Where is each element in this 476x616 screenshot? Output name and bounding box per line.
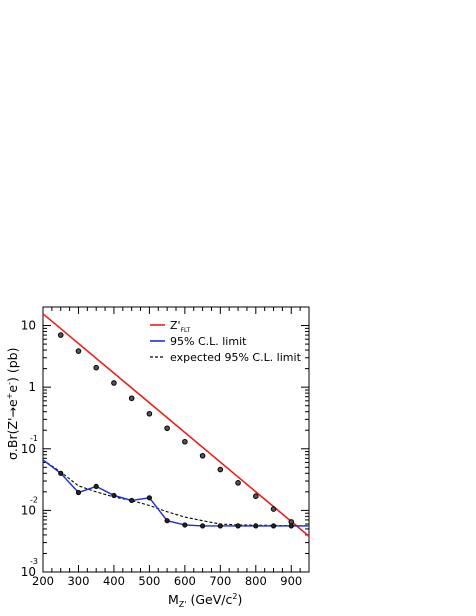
legend-label-zflt: Z'FLT xyxy=(170,319,191,334)
x-axis-title-sub: Z' xyxy=(179,600,187,609)
series-limit-point xyxy=(58,470,64,476)
series-zflt-point xyxy=(75,348,82,354)
series-zflt-point xyxy=(111,380,117,386)
y-tick-label: 10 xyxy=(21,319,36,333)
x-tick-label: 800 xyxy=(245,574,267,588)
x-tick-label: 200 xyxy=(32,574,54,588)
y-tick-label: 10 xyxy=(21,565,36,579)
series-zflt-point xyxy=(128,395,135,402)
series-limit-point xyxy=(270,523,277,529)
legend-label-expected: expected 95% C.L. limit xyxy=(170,351,302,364)
y-axis-title-end: ) (pb) xyxy=(5,348,20,382)
x-tick-label: 400 xyxy=(103,574,125,588)
series-zflt-point xyxy=(199,452,206,459)
x-axis-title: MZ' (GeV/c2) xyxy=(168,592,242,609)
y-tick-label-exponent: -2 xyxy=(30,495,38,504)
series-limit-point xyxy=(129,497,135,504)
series-limit-point xyxy=(182,522,188,528)
legend: Z'FLT 95% C.L. limit expected 95% C.L. l… xyxy=(150,319,302,364)
y-axis-title: σ.Br(Z'→e+e-) (pb) xyxy=(5,348,20,460)
series-zflt-point xyxy=(235,480,241,486)
series-zflt-point xyxy=(146,410,153,417)
series-zflt-point xyxy=(182,438,188,445)
legend-label-limit: 95% C.L. limit xyxy=(170,335,247,348)
x-axis-title-end: ) xyxy=(237,592,242,607)
x-axis-title-rest: (GeV/c xyxy=(186,592,232,607)
y-axis-title-main: σ.Br(Z' xyxy=(5,418,20,461)
y-tick-label: 10 xyxy=(21,503,36,517)
series-limit-point xyxy=(288,523,294,529)
series-expected-line xyxy=(42,459,310,527)
legend-zflt-sub: FLT xyxy=(181,327,191,334)
x-tick-label: 500 xyxy=(138,574,160,588)
series-limit-point xyxy=(75,489,82,496)
x-axis-title-m: M xyxy=(168,592,179,607)
y-tick-label: 10 xyxy=(21,442,36,456)
series-limit-point xyxy=(217,523,223,529)
y-tick-label: 1 xyxy=(28,380,36,394)
series-zflt-line xyxy=(42,313,310,537)
series-zflt-point xyxy=(217,466,224,473)
series-zflt-point xyxy=(93,364,99,371)
y-axis-title-e2: e xyxy=(5,385,20,393)
y-tick-label-exponent: -1 xyxy=(30,434,38,443)
series-zflt-point xyxy=(253,493,259,499)
y-axis-title-arrow: → xyxy=(5,407,20,417)
legend-zflt-name: Z' xyxy=(170,319,181,332)
x-tick-label: 300 xyxy=(67,574,89,588)
series-limit-point xyxy=(253,523,259,529)
y-axis-title-sup2: - xyxy=(5,382,14,385)
series-limit-point xyxy=(164,518,170,524)
series-limit-point xyxy=(111,492,117,499)
series-zflt-point xyxy=(164,425,170,432)
y-axis-title-sup1: + xyxy=(5,393,14,400)
series-limit-point xyxy=(146,495,152,501)
series-limit-point xyxy=(93,483,99,490)
y-tick-label-exponent: -3 xyxy=(30,557,38,566)
series-zflt-point xyxy=(57,332,64,338)
x-tick-label: 700 xyxy=(209,574,231,588)
x-axis-title-sup: 2 xyxy=(232,592,237,601)
series-layer xyxy=(42,313,310,537)
x-tick-label: 900 xyxy=(280,574,302,588)
series-limit-point xyxy=(235,523,241,529)
x-tick-label: 600 xyxy=(174,574,196,588)
series-zflt-point xyxy=(270,506,277,512)
series-limit-line xyxy=(42,459,309,527)
x-tick-labels: 200 300 400 500 600 700 800 900 xyxy=(32,574,302,588)
series-limit-point xyxy=(200,523,206,529)
y-axis-title-e1: e xyxy=(5,399,20,407)
axis-ticks xyxy=(42,306,310,573)
